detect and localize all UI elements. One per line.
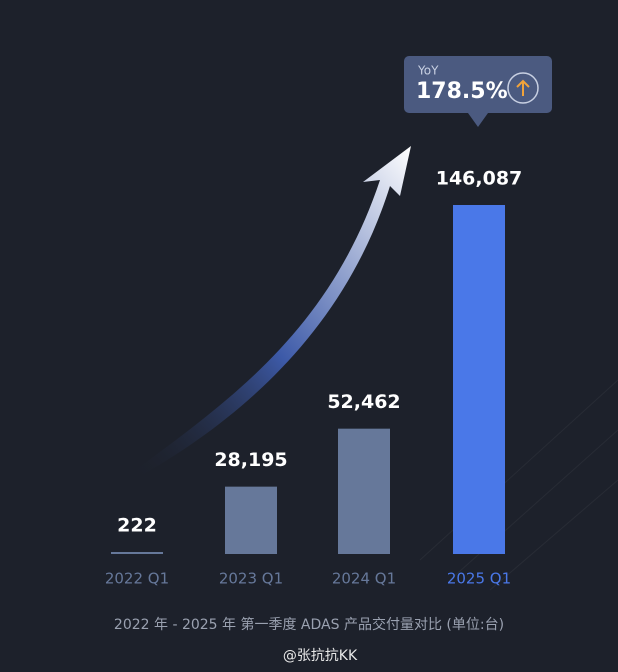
- callout-icon: [507, 72, 539, 104]
- bar: [111, 552, 163, 554]
- callout-box: [404, 56, 552, 113]
- x-tick-label: 2022 Q1: [105, 570, 169, 588]
- x-tick-label: 2024 Q1: [332, 570, 396, 588]
- watermark: @张抗抗KK: [283, 648, 358, 664]
- value-label: 28,195: [214, 449, 287, 471]
- x-tick-label: 2023 Q1: [219, 570, 283, 588]
- bar: [225, 486, 277, 554]
- callout-value: 178.5%: [416, 79, 508, 104]
- x-tick-label: 2025 Q1: [447, 570, 511, 588]
- callout-pointer: [468, 113, 488, 127]
- growth-arrow: [133, 146, 411, 478]
- callout-label: YoY: [417, 64, 439, 78]
- bar: [338, 428, 390, 554]
- value-label: 146,087: [436, 168, 523, 190]
- bar: [453, 205, 505, 554]
- value-label: 52,462: [327, 391, 400, 413]
- up-arrow: [516, 79, 530, 96]
- caption: 2022 年 - 2025 年 第一季度 ADAS 产品交付量对比 (单位:台): [114, 616, 504, 633]
- value-label: 222: [117, 515, 157, 537]
- yoy-callout: YoY 178.5%: [404, 56, 552, 127]
